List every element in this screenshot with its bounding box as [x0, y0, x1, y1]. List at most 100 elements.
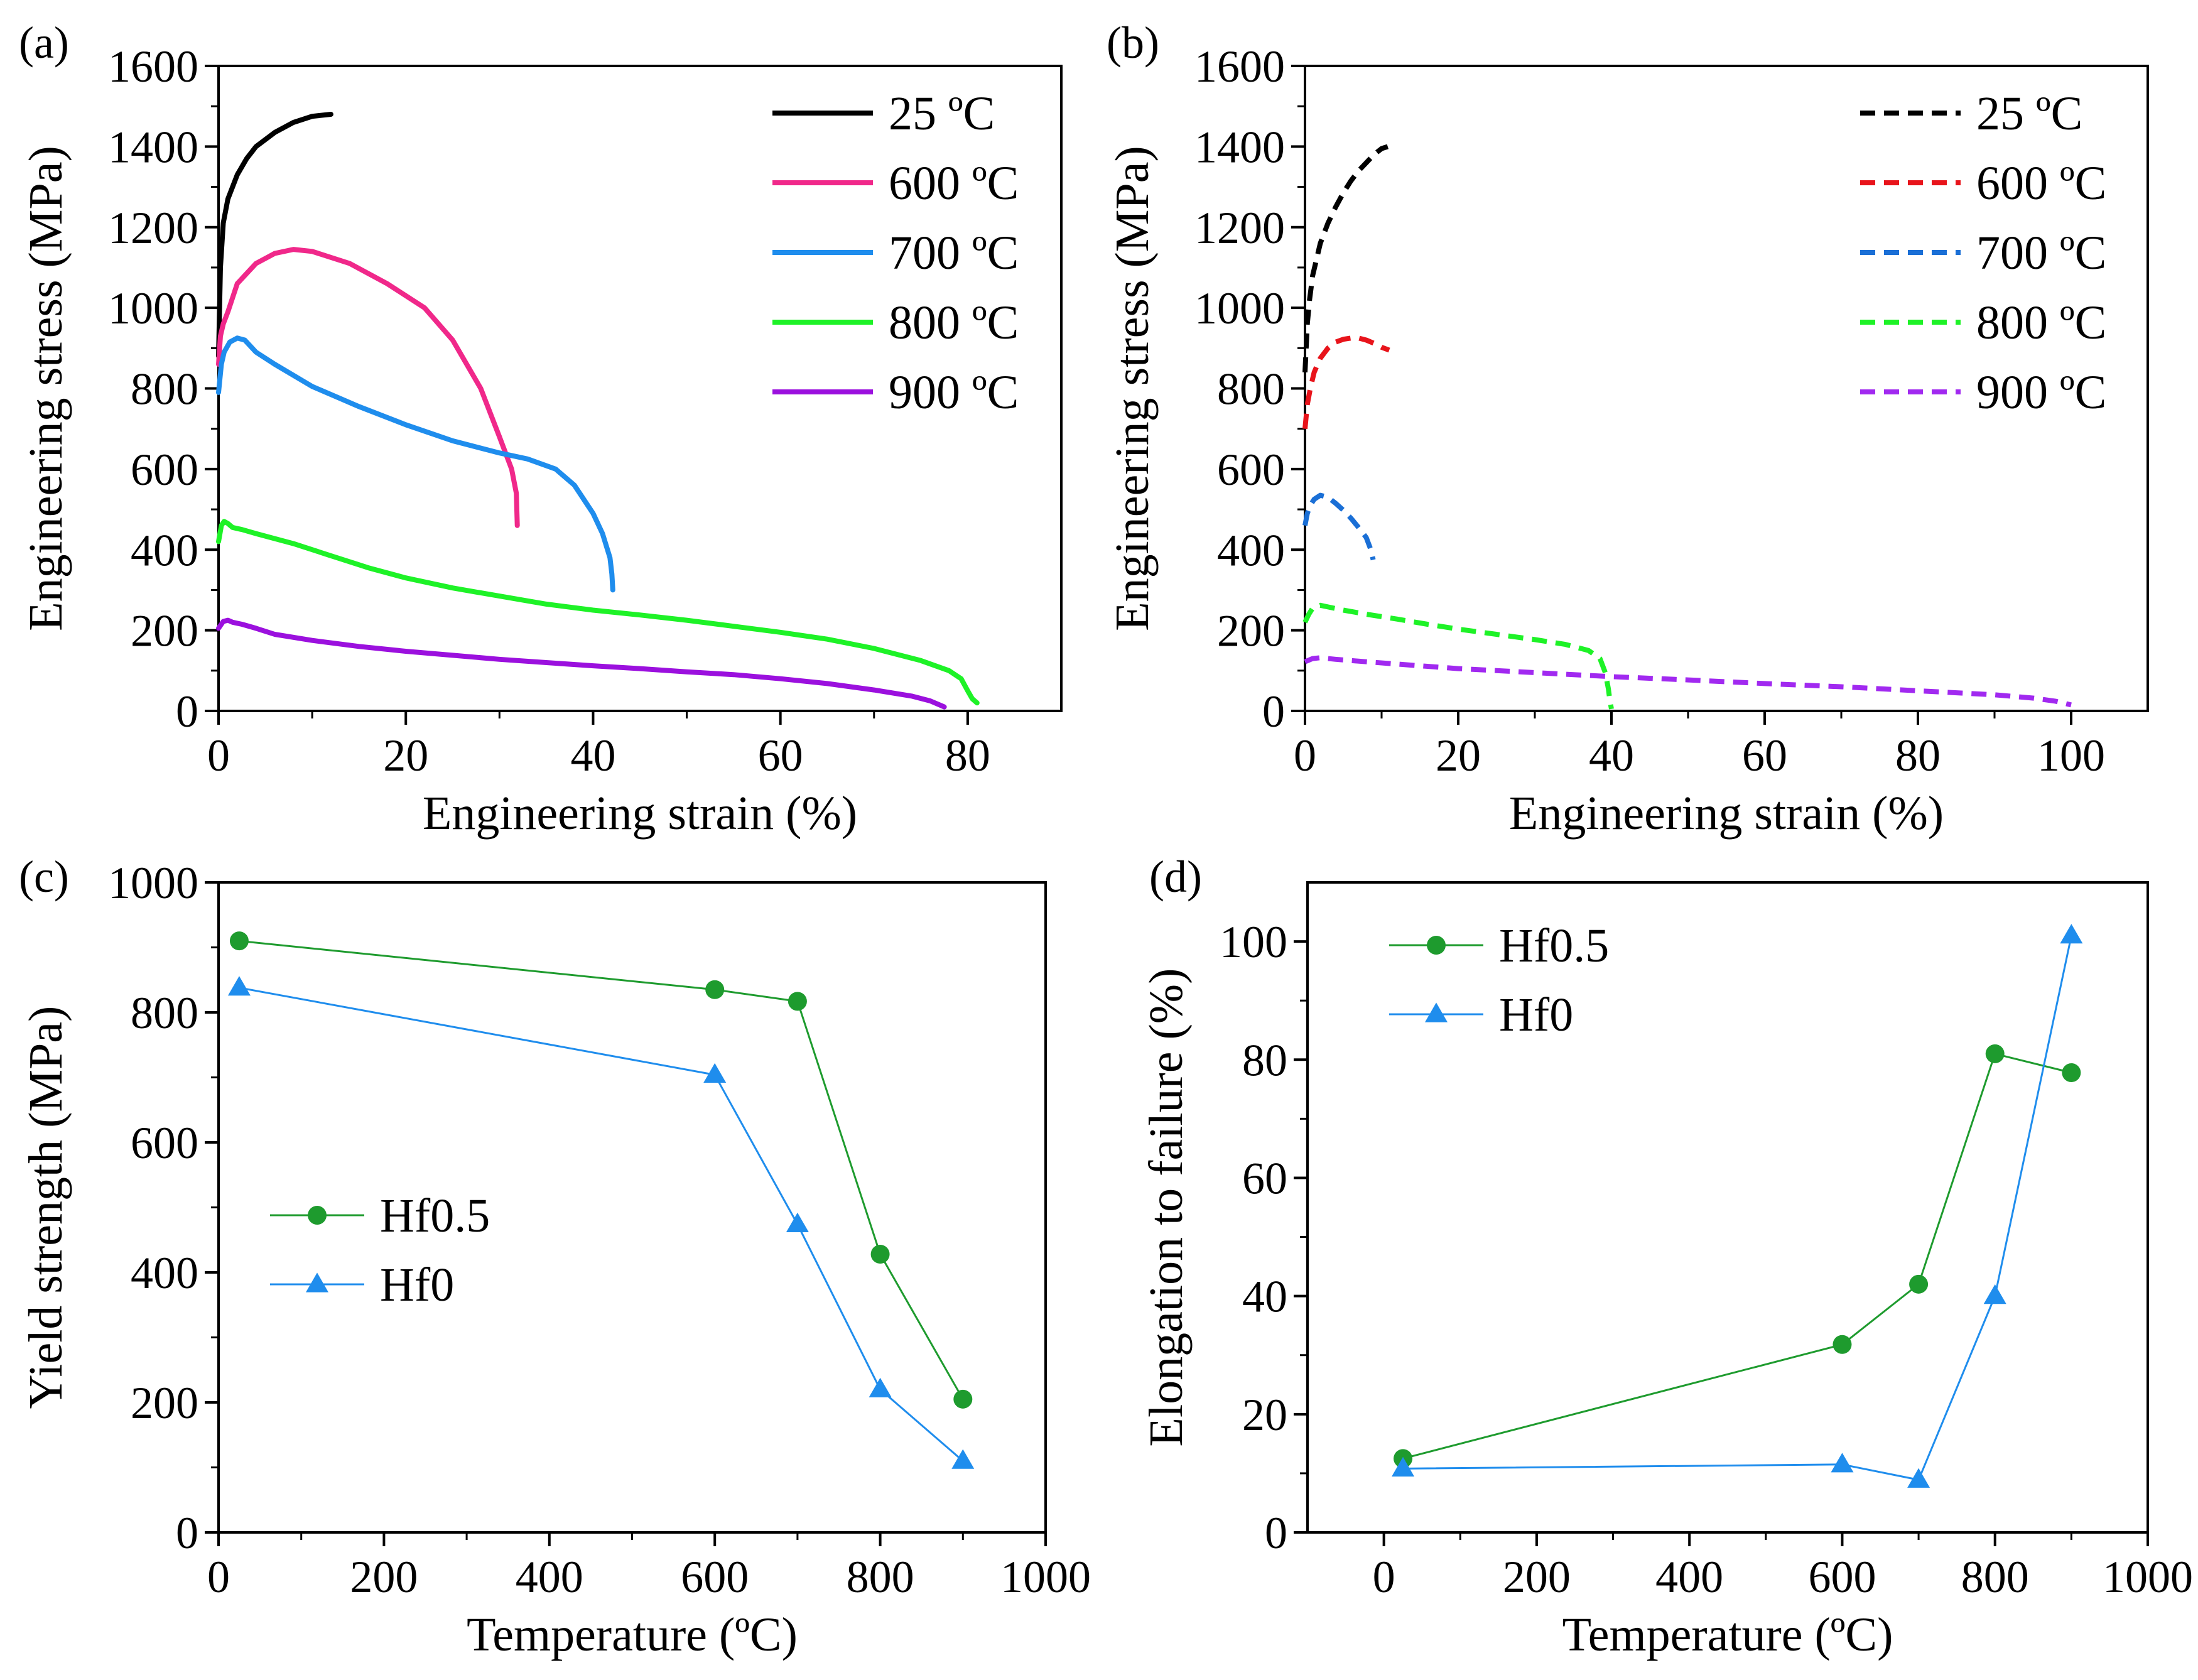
panel-b-y-tick-label: 1200: [1194, 203, 1285, 253]
panel-b-legend-label: 900 ºC: [1976, 366, 2106, 419]
panel-b-x-tick-label: 100: [2037, 730, 2105, 781]
panel-c-data-point: [951, 1449, 975, 1469]
panel-d-y-tick-label: 20: [1242, 1390, 1287, 1440]
panel-b-x-tick-label: 0: [1294, 730, 1316, 781]
panel-d-legend-marker: [1427, 936, 1446, 955]
panel-a-legend-label: 25 ºC: [889, 87, 995, 140]
panel-d-data-point: [2062, 1063, 2081, 1082]
panel-c-y-tick-label: 600: [131, 1118, 198, 1168]
panel-c-legend-marker: [306, 1272, 328, 1293]
panel-c-y-tick-label: 0: [176, 1508, 198, 1558]
panel-a-y-axis-title: Engineering stress (MPa): [19, 146, 72, 631]
panel-d-data-point: [1909, 1274, 1929, 1294]
panel-a-legend-label: 600 ºC: [889, 157, 1019, 210]
panel-a-series-line: [216, 112, 333, 359]
panel-d-series-line: [1402, 1053, 2072, 1460]
panel-a-y-tick-label: 1400: [108, 122, 198, 172]
panel-c-x-tick-label: 600: [681, 1552, 749, 1602]
panel-d-y-tick-label: 100: [1220, 917, 1287, 967]
panel-d-x-tick-label: 800: [1961, 1552, 2029, 1602]
panel-b-x-tick-label: 60: [1742, 730, 1787, 781]
panel-c-data-point: [229, 931, 249, 951]
panel-c-x-axis-title: Temperature (ºC): [467, 1608, 798, 1661]
panel-b-series-line: [1302, 335, 1390, 430]
panel-c-legend-label: Hf0: [380, 1259, 454, 1311]
panel-b-y-tick-label: 1000: [1194, 283, 1285, 333]
panel-a-legend-label: 800 ºC: [889, 296, 1019, 349]
panel-b-x-axis-title: Engineering strain (%): [1509, 787, 1944, 840]
panel-d-label: (d): [1149, 852, 1202, 902]
panel-d-y-tick-label: 80: [1242, 1035, 1287, 1085]
panel-d-y-tick-label: 40: [1242, 1272, 1287, 1322]
panel-c-y-tick-label: 1000: [108, 858, 198, 908]
panel-c-plot-frame: [217, 881, 1047, 1534]
panel-a-y-tick-label: 200: [131, 606, 198, 656]
panel-d-data-point: [1985, 1044, 2005, 1063]
panel-a-y-tick-label: 1600: [108, 41, 198, 92]
panel-a-x-tick-label: 0: [207, 730, 230, 781]
panel-d-x-tick-label: 1000: [2103, 1552, 2193, 1602]
panel-d-x-axis-title: Temperature (ºC): [1562, 1608, 1893, 1661]
panel-a-series-line: [216, 335, 615, 593]
panel-c-data-point: [786, 1212, 809, 1233]
panel-c-y-axis-title: Yield strength (MPa): [19, 1006, 72, 1409]
panel-d-data-point: [1833, 1335, 1852, 1354]
panel-b-legend-label: 600 ºC: [1976, 157, 2106, 210]
panel-c-x-tick-label: 800: [847, 1552, 914, 1602]
panel-a-x-tick-label: 60: [758, 730, 803, 781]
panel-b-y-tick-label: 400: [1217, 525, 1285, 575]
panel-a-x-tick-label: 80: [945, 730, 990, 781]
panel-d-legend-marker: [1425, 1002, 1448, 1022]
panel-b-series-line: [1304, 655, 2072, 708]
panel-b-series-line: [1302, 144, 1389, 372]
panel-a-y-tick-label: 600: [131, 445, 198, 495]
panel-d-plot-frame: [1306, 881, 2149, 1534]
panel-b-y-tick-label: 1400: [1194, 122, 1285, 172]
panel-a-legend-label: 900 ºC: [889, 366, 1019, 419]
panel-b-x-tick-label: 20: [1436, 730, 1481, 781]
panel-c-legend-label: Hf0.5: [380, 1190, 490, 1242]
panel-d-data-point: [1392, 1456, 1415, 1477]
panel-d-data-point: [2060, 924, 2083, 944]
panel-d-legend-label: Hf0: [1499, 989, 1573, 1041]
panel-c-x-tick-label: 0: [207, 1552, 230, 1602]
panel-b-label: (b): [1107, 18, 1159, 68]
panel-c-y-tick-label: 200: [131, 1378, 198, 1428]
panel-a-series-line: [216, 617, 947, 710]
panel-a-legend-label: 700 ºC: [889, 227, 1019, 279]
panel-c-data-point: [705, 980, 725, 999]
panel-a-y-tick-label: 800: [131, 364, 198, 415]
panel-a-x-axis-title: Engineering strain (%): [423, 787, 857, 840]
panel-d-x-tick-label: 400: [1655, 1552, 1723, 1602]
panel-c-data-point: [227, 976, 251, 996]
panel-c-data-point: [869, 1377, 892, 1397]
panel-c-x-tick-label: 400: [516, 1552, 583, 1602]
panel-d-x-tick-label: 0: [1373, 1552, 1395, 1602]
panel-d-data-point: [1831, 1453, 1854, 1473]
panel-c-label: (c): [19, 852, 69, 902]
panel-b-y-tick-label: 600: [1217, 445, 1285, 495]
panel-b-legend-label: 25 ºC: [1976, 87, 2082, 140]
panel-c-data-point: [953, 1389, 973, 1409]
panel-b-y-tick-label: 0: [1262, 686, 1285, 737]
panel-d-y-axis-title: Elongation to failure (%): [1140, 968, 1193, 1447]
panel-c-y-tick-label: 800: [131, 988, 198, 1038]
panel-c-series-line: [238, 940, 964, 1401]
panel-b-y-tick-label: 1600: [1194, 41, 1285, 92]
panel-d-x-tick-label: 600: [1808, 1552, 1876, 1602]
panel-b-legend-label: 700 ºC: [1976, 227, 2106, 279]
panel-a-x-tick-label: 40: [570, 730, 615, 781]
panel-b-legend-label: 800 ºC: [1976, 296, 2106, 349]
panel-a-series-line: [216, 247, 520, 528]
panel-d-x-tick-label: 200: [1503, 1552, 1571, 1602]
panel-d-y-tick-label: 60: [1242, 1153, 1287, 1203]
panel-a-y-tick-label: 1000: [108, 283, 198, 333]
panel-a-y-tick-label: 0: [176, 686, 198, 737]
panel-c-data-point: [703, 1063, 727, 1083]
panel-c-series-line: [238, 987, 964, 1462]
panel-d-legend-label: Hf0.5: [1499, 919, 1609, 972]
panel-b-x-tick-label: 80: [1895, 730, 1941, 781]
panel-d-data-point: [1907, 1468, 1930, 1488]
panel-d-data-point: [1983, 1284, 2006, 1304]
